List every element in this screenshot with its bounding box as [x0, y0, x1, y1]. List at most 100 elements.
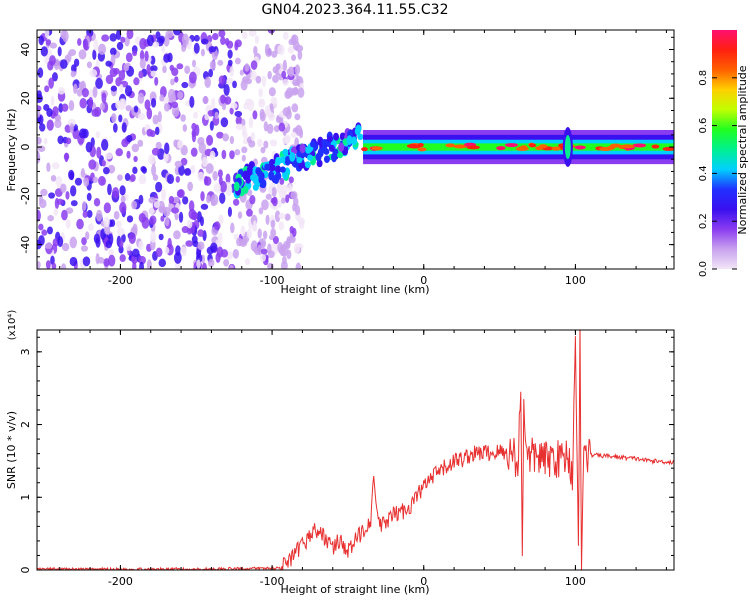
- heatmap-cell: [64, 152, 69, 163]
- heatmap-cell: [229, 66, 234, 77]
- heatmap-cell: [68, 169, 75, 180]
- heatmap-cell: [152, 41, 160, 48]
- heatmap-cell: [174, 160, 183, 168]
- heatmap-cell: [82, 256, 91, 267]
- heatmap-cell: [138, 255, 146, 265]
- spectrogram-frame: [36, 29, 675, 270]
- heatmap-cell: [157, 110, 162, 123]
- heatmap-cell: [164, 142, 170, 155]
- heatmap-cell: [327, 135, 334, 143]
- heatmap-cell: [321, 138, 328, 147]
- heatmap-cell: [229, 107, 234, 115]
- heatmap-cell: [159, 94, 165, 102]
- heatmap-cell: [229, 264, 234, 269]
- heatmap-cell: [95, 77, 103, 90]
- heatmap-cell: [121, 122, 127, 133]
- heatmap-cell: [189, 71, 197, 84]
- heatmap-cell: [155, 31, 161, 40]
- heatmap-cell: [241, 154, 246, 162]
- heatmap-cell: [58, 103, 64, 113]
- heatmap-cell: [70, 185, 77, 197]
- heatmap-cell: [167, 88, 176, 101]
- heatmap-cell: [574, 145, 586, 150]
- heatmap-cell: [277, 200, 282, 208]
- heatmap-cell: [271, 187, 277, 197]
- heatmap-cell: [259, 108, 265, 120]
- heatmap-cell: [235, 116, 243, 126]
- heatmap-cell: [181, 226, 189, 234]
- heatmap-cell: [224, 96, 232, 105]
- heatmap-cell: [104, 152, 113, 160]
- heatmap-cell: [148, 154, 156, 165]
- heatmap-cell: [194, 124, 200, 136]
- heatmap-cell: [101, 92, 107, 104]
- heatmap-cell: [41, 229, 48, 236]
- heatmap-cell: [218, 214, 224, 225]
- heatmap-cell: [151, 164, 157, 177]
- heatmap-cell: [165, 30, 174, 39]
- heatmap-cell: [88, 159, 97, 170]
- snr-x-tick-label: 0: [420, 575, 427, 588]
- heatmap-cell: [213, 221, 221, 231]
- heatmap-cell: [346, 135, 353, 145]
- heatmap-cell: [153, 201, 160, 209]
- heatmap-cell: [265, 214, 270, 225]
- heatmap-cell: [155, 141, 162, 150]
- heatmap-cell: [296, 157, 303, 164]
- heatmap-cell: [82, 38, 89, 50]
- heatmap-cell: [269, 139, 278, 147]
- heatmap-cell: [466, 145, 480, 150]
- heatmap-cell: [131, 200, 138, 210]
- heatmap-cell: [284, 213, 291, 221]
- heatmap-cell: [98, 43, 107, 55]
- heatmap-cell: [37, 67, 44, 78]
- heatmap-cell: [126, 30, 134, 40]
- heatmap-cell: [209, 60, 216, 70]
- snr-line: [37, 330, 674, 570]
- heatmap-cell: [219, 192, 226, 204]
- heatmap-cell: [105, 60, 112, 67]
- heatmap-cell: [125, 244, 132, 251]
- heatmap-cell: [68, 48, 77, 56]
- heatmap-cell: [208, 68, 214, 78]
- heatmap-cell: [285, 194, 290, 204]
- heatmap-cell: [193, 42, 200, 54]
- heatmap-cell: [298, 219, 305, 230]
- heatmap-cell: [230, 102, 238, 109]
- heatmap-cell: [50, 175, 57, 182]
- heatmap-cell: [212, 170, 218, 181]
- heatmap-cell: [212, 32, 219, 41]
- heatmap-cell: [268, 87, 276, 97]
- heatmap-cell: [248, 30, 257, 37]
- heatmap-cell: [315, 152, 322, 162]
- heatmap-cell: [214, 111, 219, 120]
- heatmap-cell: [220, 36, 226, 46]
- heatmap-cell: [49, 42, 58, 49]
- heatmap-cell: [111, 112, 117, 123]
- heatmap-cell: [131, 143, 140, 153]
- snr-y-tick-label: 3: [19, 348, 32, 355]
- heatmap-cell: [54, 119, 62, 129]
- heatmap-cell: [49, 55, 56, 66]
- heatmap-cell: [191, 211, 198, 221]
- heatmap-cell: [150, 55, 156, 65]
- colorbar-ticks: 0.0 0.2 0.4 0.6 0.8: [698, 70, 737, 277]
- heatmap-cell: [88, 97, 94, 109]
- heatmap-cell: [220, 94, 226, 104]
- heatmap-cell: [95, 131, 101, 139]
- heatmap-cell: [278, 221, 285, 231]
- heatmap-cell: [323, 155, 330, 163]
- heatmap-cell: [272, 236, 279, 245]
- heatmap-cell: [229, 135, 235, 145]
- heatmap-cell: [124, 36, 130, 47]
- heatmap-cell: [115, 148, 123, 157]
- heatmap-cell: [227, 206, 232, 218]
- heatmap-cell: [222, 103, 227, 111]
- heatmap-cell: [229, 150, 235, 160]
- heatmap-cell: [232, 198, 240, 206]
- heatmap-cell: [138, 112, 146, 121]
- heatmap-cell: [221, 149, 227, 160]
- heatmap-cell: [265, 48, 273, 57]
- heatmap-cell: [184, 168, 192, 176]
- heatmap-cell: [40, 46, 48, 57]
